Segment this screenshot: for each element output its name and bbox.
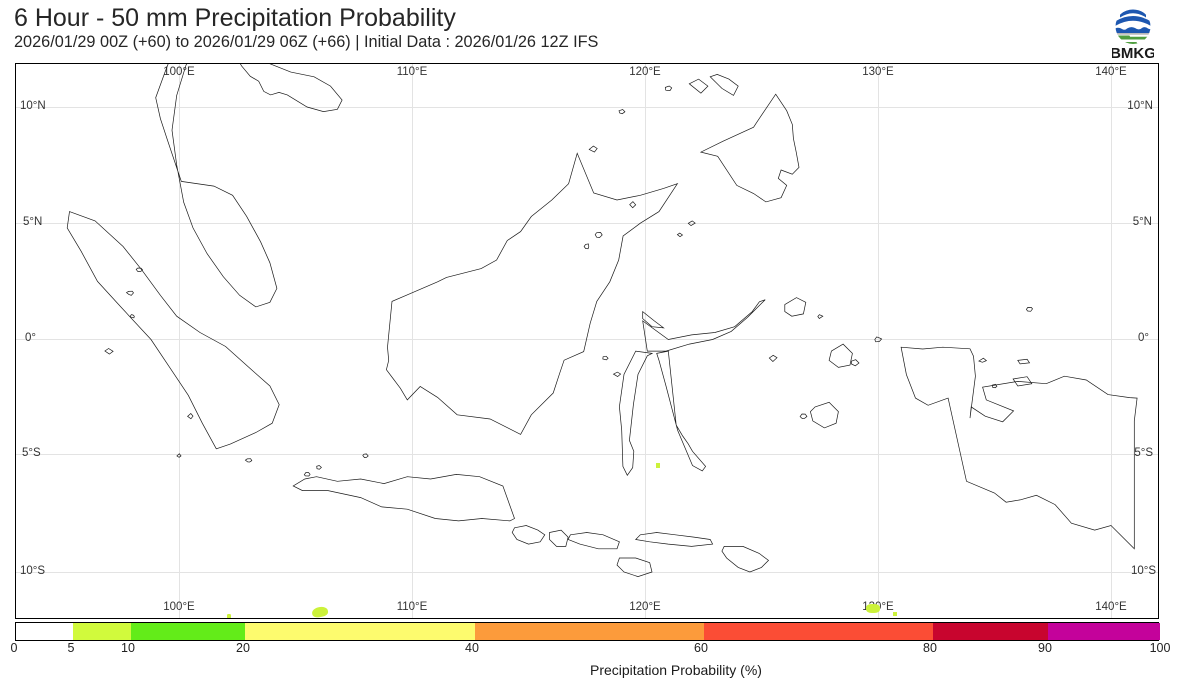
svg-text:BMKG: BMKG bbox=[1112, 45, 1154, 60]
